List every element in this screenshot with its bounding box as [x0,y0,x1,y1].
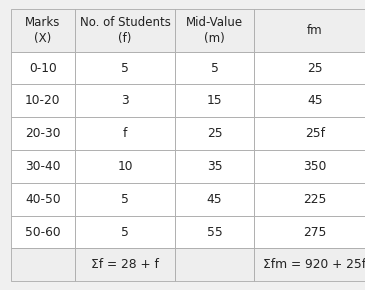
Bar [75,183,175,216]
Text: 5: 5 [121,226,129,239]
Text: 225: 225 [303,193,327,206]
Text: 10-20: 10-20 [25,94,61,107]
Text: 40-50: 40-50 [25,193,61,206]
Bar [75,249,175,281]
Bar [175,117,254,150]
Bar [254,249,365,281]
Bar [11,216,75,249]
Bar [11,150,75,183]
Text: 45: 45 [307,94,323,107]
Text: 20-30: 20-30 [25,127,61,140]
Text: 3: 3 [121,94,129,107]
Text: 45: 45 [207,193,222,206]
Bar [175,52,254,84]
Text: Σf = 28 + f: Σf = 28 + f [91,258,159,271]
Bar [175,183,254,216]
Bar [175,84,254,117]
Text: 0-10: 0-10 [29,61,57,75]
Bar [11,84,75,117]
Bar [11,9,75,52]
Bar [254,117,365,150]
Bar [11,249,75,281]
Bar [11,52,75,84]
Text: f: f [123,127,127,140]
Bar [175,216,254,249]
Text: fm: fm [307,24,323,37]
Bar [11,117,75,150]
Text: 35: 35 [207,160,222,173]
Bar [175,249,254,281]
Text: 5: 5 [121,193,129,206]
Bar [11,183,75,216]
Bar [254,216,365,249]
Bar [75,216,175,249]
Text: 5: 5 [211,61,218,75]
Bar [75,52,175,84]
Text: 25: 25 [207,127,222,140]
Text: Marks
(X): Marks (X) [25,16,61,45]
Text: Σfm = 920 + 25f: Σfm = 920 + 25f [263,258,365,271]
Text: 275: 275 [303,226,327,239]
Bar [75,150,175,183]
Bar [175,9,254,52]
Text: 55: 55 [207,226,222,239]
Text: 15: 15 [207,94,222,107]
Text: 10: 10 [117,160,133,173]
Text: 25: 25 [307,61,323,75]
Bar [75,9,175,52]
Bar [254,150,365,183]
Bar [254,183,365,216]
Bar [254,52,365,84]
Bar [175,150,254,183]
Bar [75,117,175,150]
Bar [254,9,365,52]
Bar [254,84,365,117]
Text: Mid-Value
(m): Mid-Value (m) [186,16,243,45]
Text: 30-40: 30-40 [25,160,61,173]
Text: 25f: 25f [305,127,325,140]
Text: 350: 350 [303,160,327,173]
Bar [75,84,175,117]
Text: 50-60: 50-60 [25,226,61,239]
Text: No. of Students
(f): No. of Students (f) [80,16,170,45]
Text: 5: 5 [121,61,129,75]
